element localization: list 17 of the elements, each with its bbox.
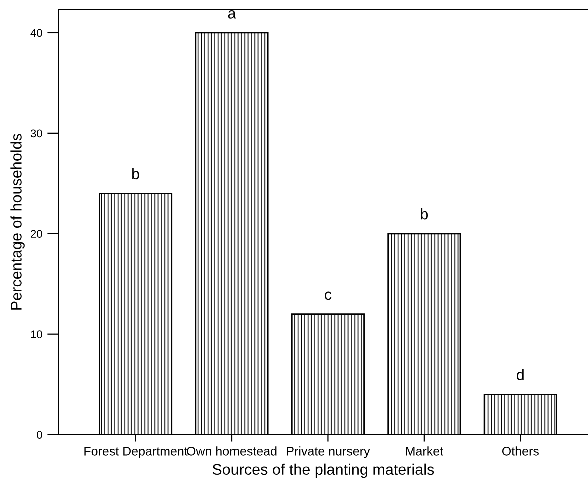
annotation: c xyxy=(325,292,332,300)
x-tick-label: Market xyxy=(406,446,444,456)
x-axis-title: Sources of the planting materials xyxy=(212,464,434,478)
annotation: d xyxy=(517,369,524,381)
y-tick-label: 30 xyxy=(30,130,42,138)
x-tick-label: Own homestead xyxy=(187,446,277,456)
y-axis-title: Percentage of households xyxy=(10,134,25,310)
y-tick-label: 20 xyxy=(31,230,42,238)
y-tick-label: 0 xyxy=(37,431,42,439)
annotation: a xyxy=(228,10,236,19)
y-tick-label: 10 xyxy=(31,330,42,338)
x-tick-label: Others xyxy=(502,446,539,456)
y-tick-label: 40 xyxy=(30,29,42,38)
annotation: b xyxy=(132,168,140,180)
x-tick-label: Private nursery xyxy=(287,446,370,458)
x-tick-label: Forest Department xyxy=(84,447,188,458)
annotation: b xyxy=(421,208,428,220)
